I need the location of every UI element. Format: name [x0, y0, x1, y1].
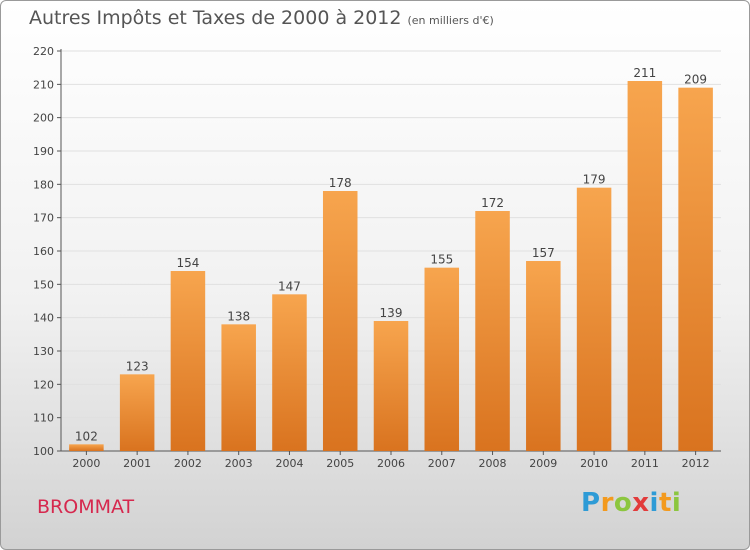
x-tick-label: 2011 — [631, 457, 659, 470]
data-label: 147 — [278, 279, 301, 293]
bar-2002 — [170, 271, 206, 451]
y-tick-label: 200 — [33, 112, 54, 125]
x-tick-label: 2006 — [377, 457, 405, 470]
chart-subtitle: (en milliers d'€) — [407, 14, 494, 27]
chart-title: Autres Impôts et Taxes de 2000 à 2012 (en… — [29, 7, 494, 29]
y-tick-label: 110 — [33, 412, 54, 425]
bar-2010 — [576, 187, 612, 451]
x-tick-label: 2004 — [275, 457, 303, 470]
y-tick-label: 180 — [33, 178, 54, 191]
commune-name: BROMMAT — [37, 496, 135, 518]
bar-2006 — [373, 321, 409, 451]
y-tick-label: 170 — [33, 212, 54, 225]
x-tick-label: 2000 — [72, 457, 100, 470]
y-tick-label: 120 — [33, 378, 54, 391]
data-label: 138 — [227, 309, 250, 323]
x-tick-label: 2009 — [529, 457, 557, 470]
bar-2004 — [272, 294, 307, 451]
logo-letter: r — [600, 488, 614, 518]
data-label: 157 — [532, 246, 555, 260]
x-tick-label: 2007 — [428, 457, 456, 470]
x-tick-label: 2005 — [326, 457, 354, 470]
bar-2005 — [322, 191, 358, 451]
bar-2007 — [424, 267, 460, 451]
x-tick-label: 2002 — [174, 457, 202, 470]
y-tick-label: 130 — [33, 345, 54, 358]
bars — [69, 81, 713, 452]
y-tick-label: 100 — [33, 445, 54, 458]
data-labels: 102 123 154 138 147 178 139 155 172 157 179 211 209 — [75, 66, 707, 443]
data-label: 209 — [684, 73, 707, 87]
chart-title-text: Autres Impôts et Taxes de 2000 à 2012 — [29, 7, 402, 29]
logo-letter: P — [581, 488, 601, 518]
y-tick-label: 140 — [33, 312, 54, 325]
bar-2011 — [627, 81, 663, 451]
x-tick-label: 2001 — [123, 457, 151, 470]
bar-2009 — [526, 261, 561, 451]
data-label: 123 — [126, 359, 149, 373]
bar-2001 — [119, 374, 155, 451]
x-tick-label: 2010 — [580, 457, 608, 470]
logo-letter: t — [658, 488, 672, 518]
y-tick-label: 160 — [33, 245, 54, 258]
y-tick-label: 190 — [33, 145, 54, 158]
data-label: 139 — [380, 306, 403, 320]
bar-2008 — [475, 211, 510, 451]
bar-2012 — [678, 87, 713, 452]
logo-letter: x — [632, 488, 650, 518]
data-label: 179 — [583, 173, 606, 187]
logo-letter: i — [649, 488, 659, 518]
bar-2003 — [221, 324, 256, 451]
bar-2000 — [69, 444, 104, 451]
proxiti-logo[interactable]: Proxiti — [581, 488, 681, 518]
y-tick-label: 210 — [33, 78, 54, 91]
y-tick-label: 220 — [33, 45, 54, 58]
x-tick-label: 2008 — [479, 457, 507, 470]
x-tick-label: 2003 — [225, 457, 253, 470]
data-label: 154 — [176, 256, 199, 270]
data-label: 172 — [481, 196, 504, 210]
logo-letter: i — [671, 488, 682, 518]
x-tick-label: 2012 — [682, 457, 710, 470]
axes: 100 110 120 130 140 150 160 170 180 190 200 210 220 2… — [33, 45, 721, 470]
y-tick-label: 150 — [33, 278, 54, 291]
logo-letter: o — [613, 488, 633, 518]
data-label: 211 — [633, 66, 656, 80]
data-label: 155 — [430, 253, 453, 267]
data-label: 178 — [329, 176, 352, 190]
data-label: 102 — [75, 429, 98, 443]
